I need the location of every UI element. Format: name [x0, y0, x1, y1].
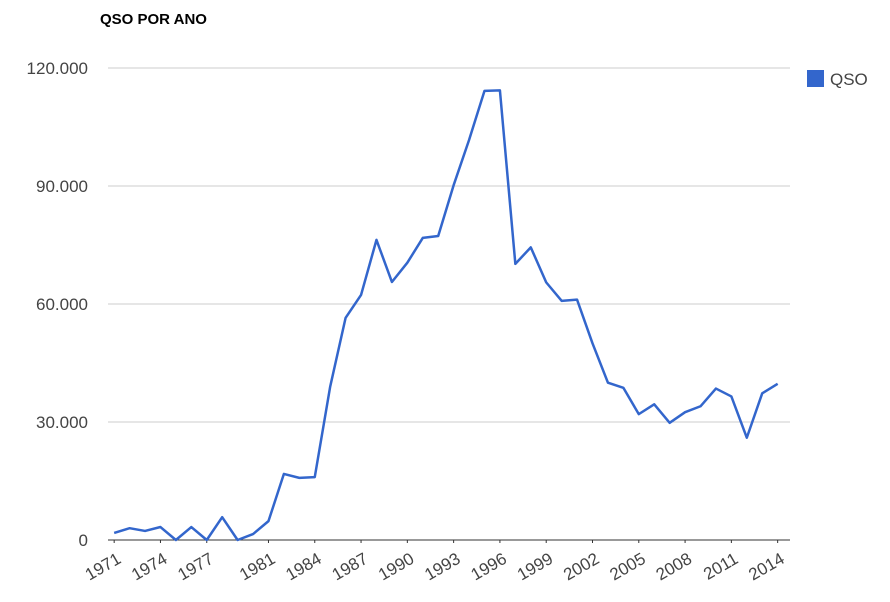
- x-tick-label: 2011: [700, 549, 741, 584]
- chart-title: QSO POR ANO: [100, 11, 207, 28]
- legend-label: QSO: [830, 70, 868, 89]
- x-tick-label: 1977: [174, 549, 216, 584]
- legend-swatch: [807, 70, 824, 87]
- x-tick-label: 1981: [236, 549, 278, 584]
- x-tick-label: 2005: [607, 549, 649, 584]
- x-tick-label: 1974: [128, 549, 170, 584]
- x-tick-label: 1999: [514, 549, 556, 584]
- x-tick-label: 2008: [653, 549, 695, 584]
- x-tick-label: 1984: [283, 549, 325, 584]
- x-tick-label: 2002: [560, 549, 602, 584]
- y-tick-label: 120.000: [27, 59, 88, 78]
- x-tick-label: 1990: [375, 549, 417, 584]
- y-tick-label: 30.000: [36, 413, 88, 432]
- y-tick-label: 90.000: [36, 177, 88, 196]
- line: [113, 89, 779, 542]
- y-tick-label: 0: [79, 531, 88, 550]
- x-tick-label: 2014: [745, 549, 787, 584]
- y-tick-label: 60.000: [36, 295, 88, 314]
- x-tick-label: 1987: [329, 549, 371, 584]
- x-tick-label: 1993: [421, 549, 463, 584]
- x-tick-label: 1996: [468, 549, 510, 584]
- x-tick-label: 1971: [82, 549, 124, 584]
